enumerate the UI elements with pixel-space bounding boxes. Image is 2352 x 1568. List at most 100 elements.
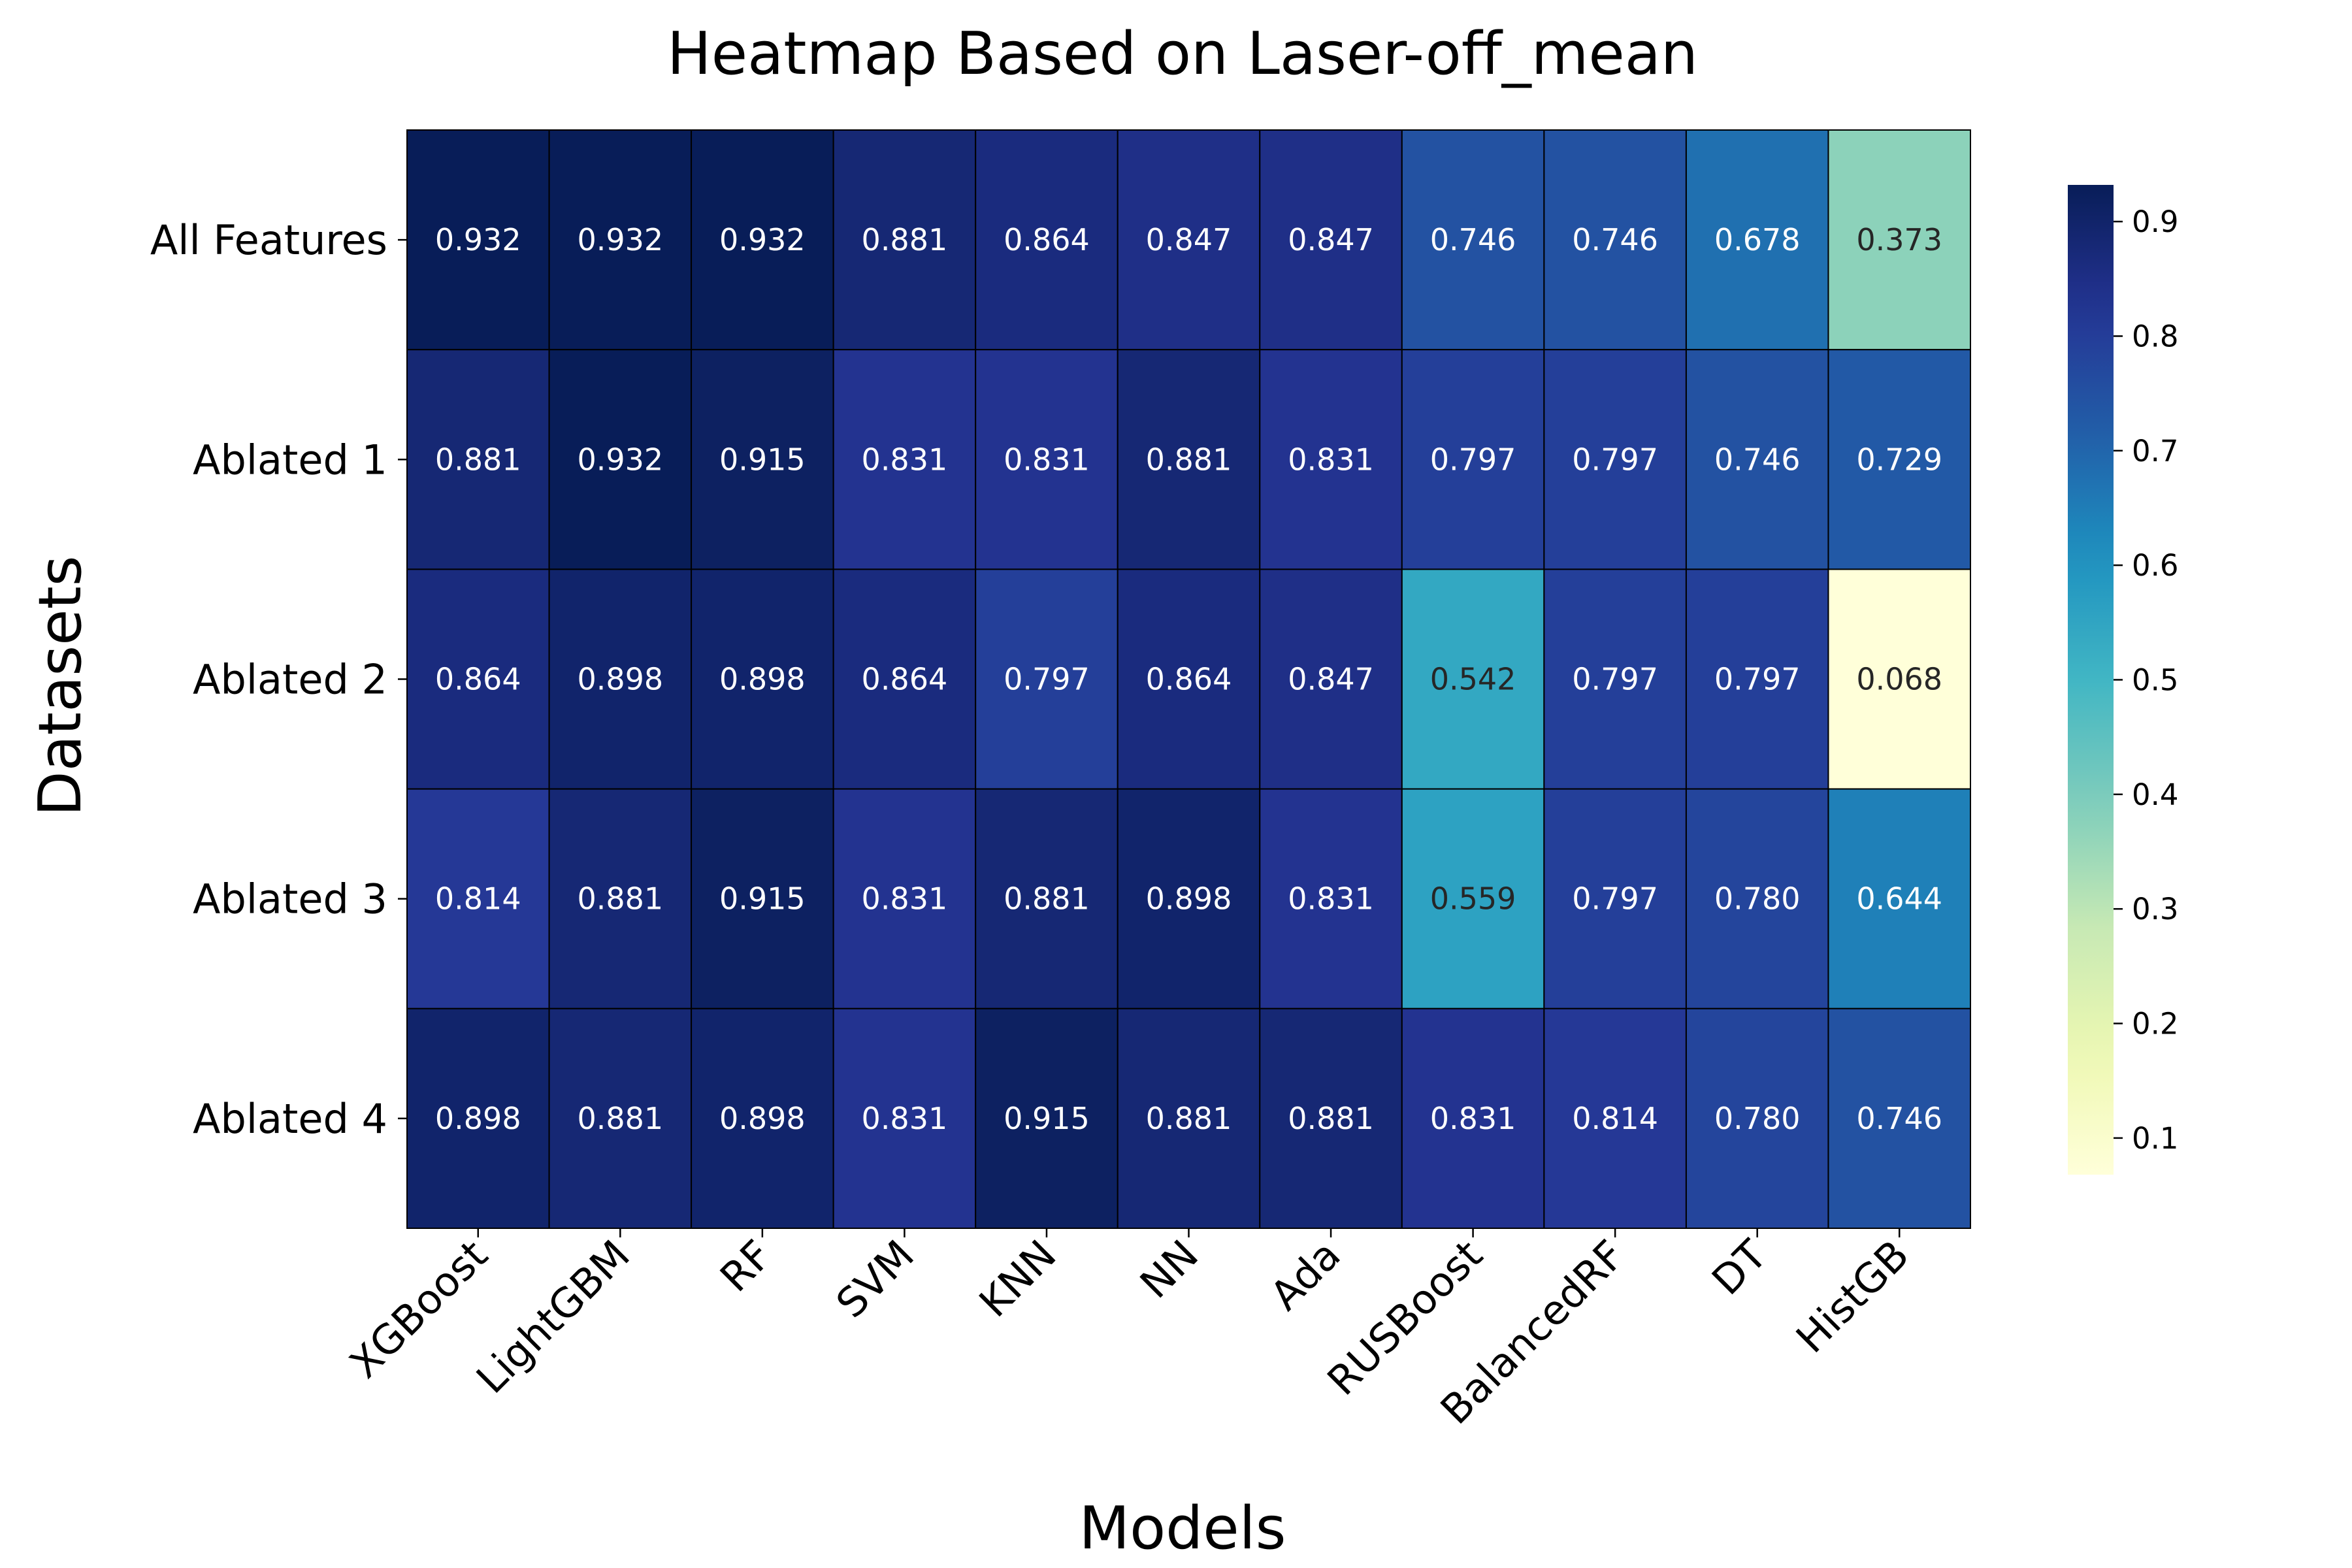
heatmap-cell — [1259, 349, 1403, 570]
y-tick-label: Ablated 1 — [193, 436, 387, 483]
cell-value-label: 0.797 — [1572, 881, 1658, 917]
heatmap-cell — [1259, 788, 1403, 1009]
cell-value-label: 0.780 — [1714, 881, 1801, 917]
colorbar-tick-label: 0.9 — [2132, 204, 2179, 239]
colorbar-tick-label: 0.7 — [2132, 434, 2179, 468]
cell-value-label: 0.746 — [1572, 222, 1658, 257]
cell-value-label: 0.814 — [435, 881, 521, 917]
cell-value-label: 0.068 — [1856, 662, 1942, 697]
y-tick-label: Ablated 4 — [193, 1095, 387, 1143]
heatmap-cell — [1259, 568, 1403, 790]
colorbar-gradient — [2068, 185, 2114, 1175]
heatmap-cell — [832, 1007, 977, 1230]
heatmap-cell — [406, 1007, 550, 1230]
y-tick-label: All Features — [150, 216, 387, 264]
colorbar-tick-label: 0.5 — [2132, 663, 2179, 698]
cell-value-label: 0.915 — [719, 881, 806, 917]
cell-value-label: 0.881 — [577, 881, 663, 917]
x-axis-label: Models — [1079, 1494, 1286, 1563]
cell-value-label: 0.898 — [435, 1101, 521, 1136]
heatmap-cell — [406, 568, 550, 790]
cell-value-label: 0.898 — [719, 662, 806, 697]
cell-value-label: 0.898 — [719, 1101, 806, 1136]
heatmap-cell — [691, 129, 834, 351]
heatmap-cell — [1117, 129, 1261, 351]
heatmap-cell — [1827, 349, 1972, 570]
x-tick-label: NN — [1131, 1231, 1207, 1307]
cell-value-label: 0.797 — [1572, 442, 1658, 477]
heatmap-cell — [406, 129, 550, 351]
colorbar-tick-label: 0.3 — [2132, 892, 2179, 926]
cell-value-label: 0.797 — [1430, 442, 1516, 477]
heatmap-cell — [691, 349, 834, 570]
cell-value-label: 0.881 — [1146, 1101, 1232, 1136]
cell-value-label: 0.881 — [435, 442, 521, 477]
heatmap-cell — [1117, 1007, 1261, 1230]
cell-value-label: 0.847 — [1288, 222, 1374, 257]
x-tick-label: RF — [711, 1231, 781, 1301]
chart-title: Heatmap Based on Laser-off_mean — [667, 20, 1698, 88]
cell-value-label: 0.729 — [1856, 442, 1942, 477]
colorbar-tick-label: 0.1 — [2132, 1121, 2179, 1156]
heatmap-cell — [1401, 129, 1545, 351]
heatmap-cell — [1259, 1007, 1403, 1230]
heatmap-cell — [975, 129, 1119, 351]
cell-value-label: 0.898 — [577, 662, 663, 697]
y-axis-label: Datasets — [26, 555, 95, 816]
cell-value-label: 0.831 — [862, 881, 948, 917]
cell-value-label: 0.831 — [1288, 442, 1374, 477]
heatmap-cell — [1827, 129, 1972, 351]
x-tick-label: HistGB — [1787, 1231, 1918, 1362]
heatmap-cell — [832, 129, 977, 351]
heatmap-cell — [548, 1007, 693, 1230]
cell-value-label: 0.932 — [435, 222, 521, 257]
colorbar-tick-label: 0.8 — [2132, 319, 2179, 353]
cell-value-label: 0.915 — [719, 442, 806, 477]
cell-value-label: 0.864 — [862, 662, 948, 697]
cell-value-label: 0.831 — [1004, 442, 1090, 477]
cell-value-label: 0.831 — [862, 1101, 948, 1136]
heatmap-cell — [1543, 788, 1687, 1009]
x-tick-label: DT — [1703, 1230, 1776, 1304]
heatmap-cell — [1827, 788, 1972, 1009]
cell-value-label: 0.746 — [1856, 1101, 1942, 1136]
cell-value-label: 0.864 — [1004, 222, 1090, 257]
row-labels: All Features Ablated 1 Ablated 2 Ablated 3 A… — [150, 216, 407, 1143]
heatmap-cell — [406, 349, 550, 570]
heatmap-cells: 0.932 0.932 0.932 0.881 0.864 0.847 0.847 0.746… — [406, 129, 1972, 1230]
colorbar-tick-label: 0.4 — [2132, 777, 2179, 812]
x-tick-label: KNN — [970, 1231, 1066, 1326]
cell-value-label: 0.831 — [1430, 1101, 1516, 1136]
y-tick-label: Ablated 3 — [193, 875, 387, 923]
cell-value-label: 0.932 — [719, 222, 806, 257]
cell-value-label: 0.780 — [1714, 1101, 1801, 1136]
colorbar-tick-label: 0.2 — [2132, 1007, 2179, 1041]
cell-value-label: 0.373 — [1856, 222, 1942, 257]
heatmap-cell — [691, 568, 834, 790]
cell-value-label: 0.881 — [577, 1101, 663, 1136]
cell-value-label: 0.746 — [1430, 222, 1516, 257]
cell-value-label: 0.881 — [1004, 881, 1090, 917]
cell-value-label: 0.932 — [577, 222, 663, 257]
heatmap-cell — [548, 349, 693, 570]
heatmap-cell — [832, 349, 977, 570]
heatmap-cell — [1543, 568, 1687, 790]
heatmap-cell — [1117, 788, 1261, 1009]
cell-value-label: 0.831 — [862, 442, 948, 477]
cell-value-label: 0.847 — [1288, 662, 1374, 697]
x-tick-label: SVM — [827, 1231, 923, 1327]
cell-value-label: 0.881 — [1146, 442, 1232, 477]
x-tick-label: Ada — [1261, 1231, 1350, 1320]
colorbar: 0.1 0.2 0.3 0.4 0.5 0.6 0.7 0.8 0.9 — [2068, 185, 2179, 1175]
cell-value-label: 0.864 — [435, 662, 521, 697]
cell-value-label: 0.746 — [1714, 442, 1801, 477]
heatmap-cell — [975, 788, 1119, 1009]
heatmap-cell — [691, 788, 834, 1009]
cell-value-label: 0.542 — [1430, 662, 1516, 697]
heatmap-cell — [548, 129, 693, 351]
heatmap-cell — [1685, 349, 1829, 570]
heatmap-cell — [1117, 568, 1261, 790]
heatmap-cell — [832, 788, 977, 1009]
